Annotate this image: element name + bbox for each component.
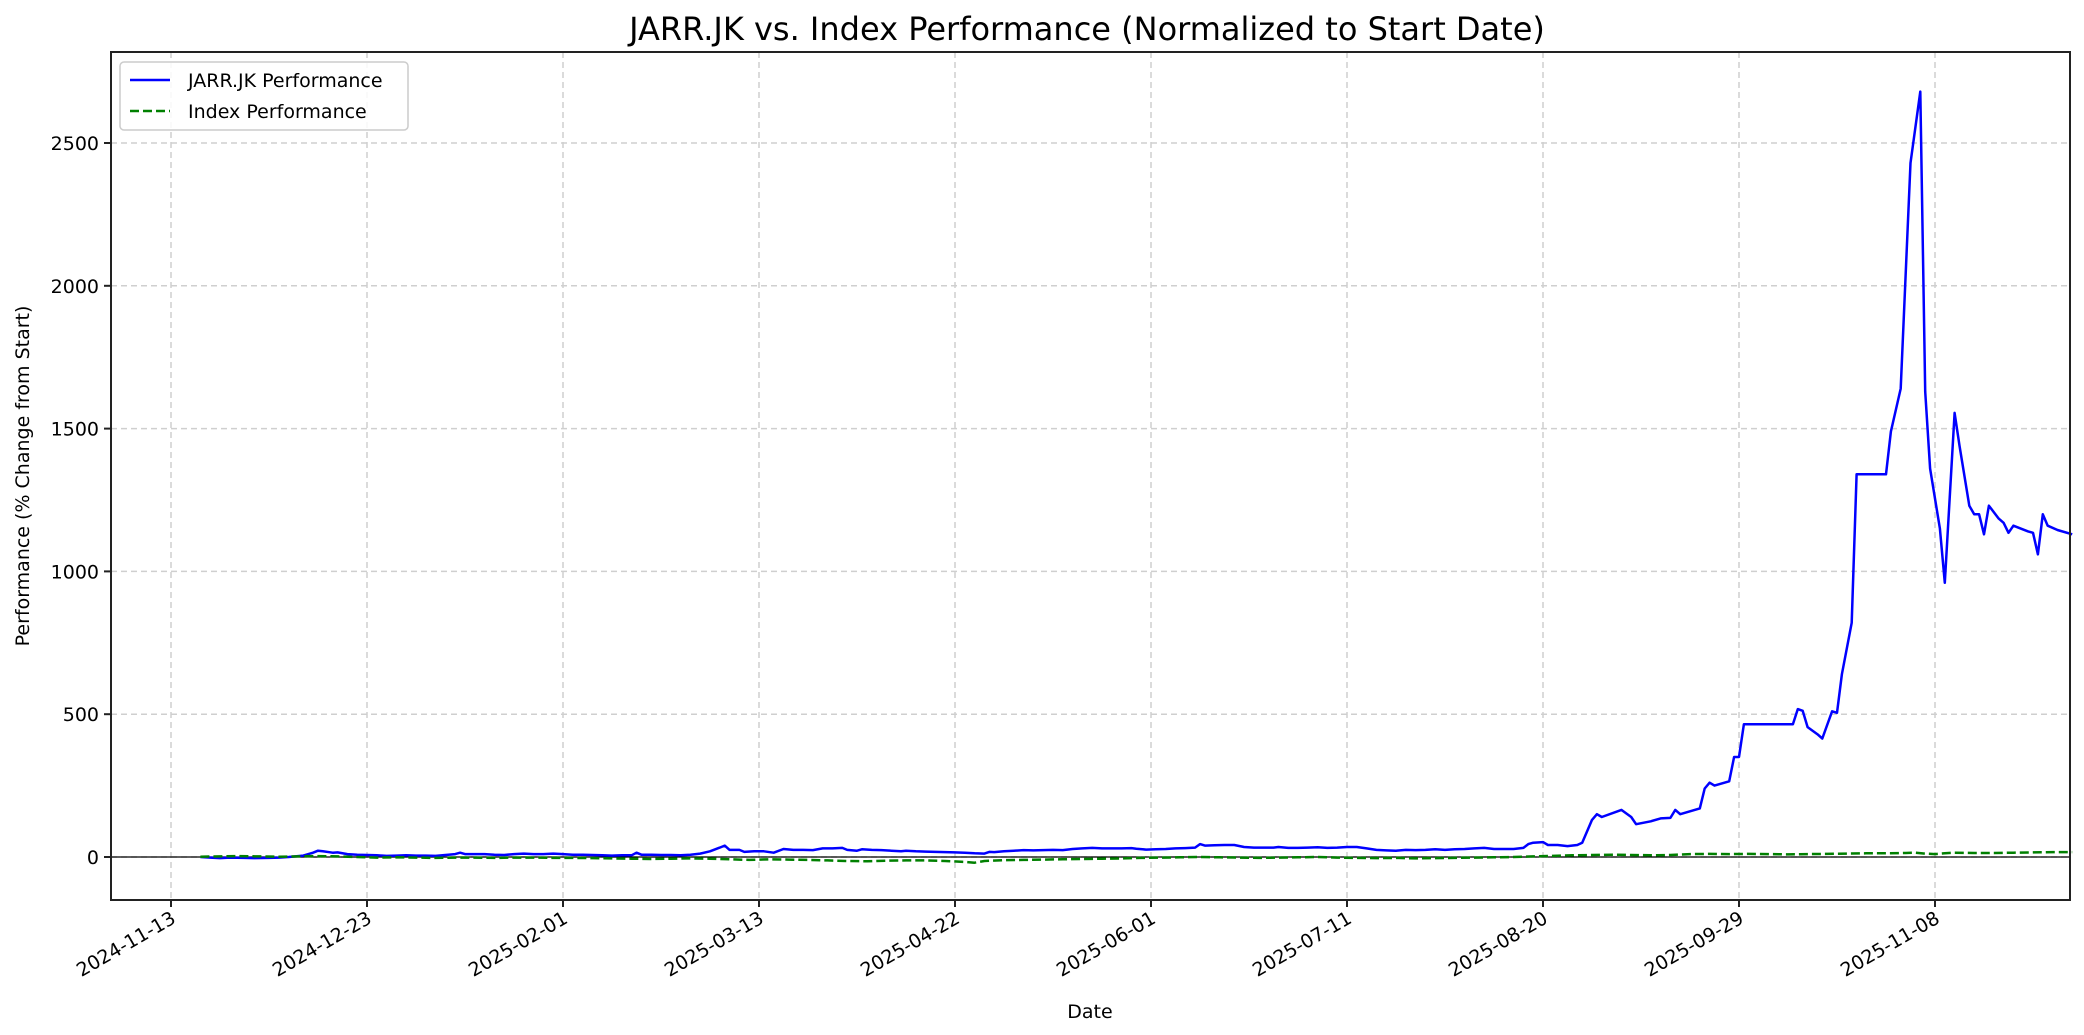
y-tick-label: 1500	[51, 419, 99, 441]
legend-box	[119, 61, 409, 131]
legend: JARR.JK Performance Index Performance	[119, 61, 409, 131]
y-axis-label: Performance (% Change from Start)	[12, 306, 34, 647]
legend-label-jarr: JARR.JK Performance	[187, 70, 383, 92]
x-axis-ticks: 2024-11-13 2024-12-23 2025-02-01 2025-03-13…	[73, 900, 1944, 982]
series-layer	[200, 90, 2073, 864]
y-axis-ticks: 0 500 1000 1500 2000 2500	[51, 133, 111, 869]
y-tick-label: 2000	[51, 276, 99, 298]
x-tick-label: 2024-11-13	[73, 907, 180, 981]
grid-lines	[111, 52, 2070, 900]
legend-item-jarr: JARR.JK Performance	[130, 70, 383, 92]
x-axis-label: Date	[1067, 1001, 1112, 1023]
x-tick-label: 2025-04-22	[857, 907, 964, 981]
chart-title: JARR.JK vs. Index Performance (Normalize…	[627, 10, 1545, 48]
x-tick-label: 2025-07-11	[1249, 907, 1356, 981]
plot-frame	[110, 51, 2071, 901]
series-line-index	[200, 850, 2073, 864]
x-tick-label: 2025-06-01	[1053, 907, 1160, 981]
y-tick-label: 500	[63, 704, 99, 726]
legend-label-index: Index Performance	[188, 101, 367, 123]
x-tick-label: 2025-11-08	[1837, 907, 1944, 981]
y-tick-label: 0	[87, 847, 99, 869]
series-line-jarr	[200, 90, 2073, 860]
x-tick-label: 2025-09-29	[1641, 907, 1748, 981]
x-tick-label: 2025-02-01	[465, 907, 572, 981]
x-tick-label: 2025-03-13	[661, 907, 768, 981]
x-tick-label: 2024-12-23	[269, 907, 376, 981]
y-tick-label: 1000	[51, 561, 99, 583]
legend-item-index: Index Performance	[130, 101, 367, 123]
y-tick-label: 2500	[51, 133, 99, 155]
x-tick-label: 2025-08-20	[1445, 907, 1552, 981]
